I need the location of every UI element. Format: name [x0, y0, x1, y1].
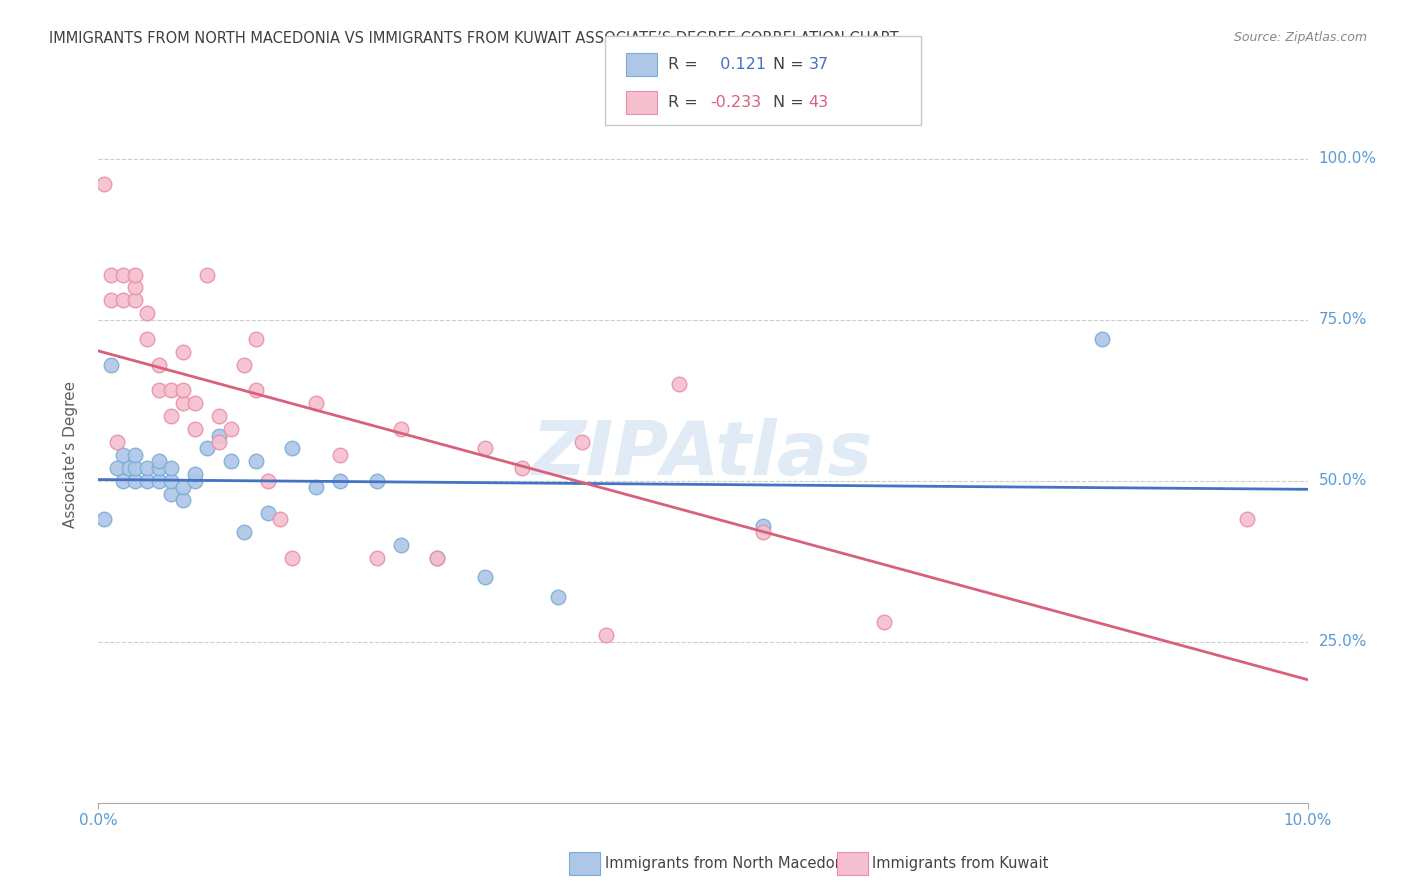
- Point: [148, 358, 170, 372]
- Point: [752, 518, 775, 533]
- Point: [111, 268, 134, 282]
- Text: IMMIGRANTS FROM NORTH MACEDONIA VS IMMIGRANTS FROM KUWAIT ASSOCIATE’S DEGREE COR: IMMIGRANTS FROM NORTH MACEDONIA VS IMMIG…: [49, 31, 898, 46]
- Point: [366, 551, 388, 566]
- Text: Immigrants from North Macedonia: Immigrants from North Macedonia: [605, 856, 856, 871]
- Point: [389, 422, 412, 436]
- Point: [100, 293, 122, 308]
- Point: [281, 551, 304, 566]
- Point: [172, 344, 194, 359]
- Point: [256, 506, 278, 520]
- Point: [100, 358, 122, 372]
- Text: 100.0%: 100.0%: [1319, 151, 1376, 166]
- Point: [208, 435, 231, 450]
- Point: [135, 460, 157, 475]
- Point: [105, 435, 128, 450]
- Point: [160, 409, 183, 424]
- Point: [135, 474, 157, 488]
- Text: 50.0%: 50.0%: [1319, 473, 1367, 488]
- Text: 25.0%: 25.0%: [1319, 634, 1367, 649]
- Point: [329, 448, 352, 462]
- Point: [124, 460, 146, 475]
- Point: [184, 474, 207, 488]
- Point: [305, 480, 328, 494]
- Point: [221, 454, 243, 468]
- Point: [389, 538, 412, 552]
- Y-axis label: Associate’s Degree: Associate’s Degree: [63, 382, 77, 528]
- Point: [195, 442, 218, 456]
- Point: [105, 460, 128, 475]
- Point: [135, 332, 157, 346]
- Point: [184, 467, 207, 482]
- Point: [595, 628, 617, 642]
- Point: [184, 422, 207, 436]
- Point: [111, 474, 134, 488]
- Point: [160, 460, 183, 475]
- Point: [172, 384, 194, 398]
- Point: [148, 454, 170, 468]
- Point: [100, 268, 122, 282]
- Text: ZIPAtlas: ZIPAtlas: [533, 418, 873, 491]
- Point: [1236, 512, 1258, 526]
- Point: [1091, 332, 1114, 346]
- Point: [232, 525, 254, 540]
- Point: [172, 480, 194, 494]
- Point: [426, 551, 449, 566]
- Text: R =: R =: [668, 95, 703, 111]
- Point: [245, 454, 267, 468]
- Text: N =: N =: [773, 57, 810, 71]
- Point: [184, 396, 207, 410]
- Point: [160, 486, 183, 500]
- Point: [195, 268, 218, 282]
- Text: R =: R =: [668, 57, 703, 71]
- Point: [668, 377, 690, 392]
- Point: [124, 474, 146, 488]
- Text: 37: 37: [808, 57, 828, 71]
- Point: [752, 525, 775, 540]
- Point: [510, 460, 533, 475]
- Point: [93, 178, 115, 192]
- Point: [426, 551, 449, 566]
- Text: Source: ZipAtlas.com: Source: ZipAtlas.com: [1233, 31, 1367, 45]
- Point: [474, 442, 496, 456]
- Point: [305, 396, 328, 410]
- Point: [245, 384, 267, 398]
- Point: [232, 358, 254, 372]
- Text: Immigrants from Kuwait: Immigrants from Kuwait: [872, 856, 1047, 871]
- Point: [366, 474, 388, 488]
- Point: [269, 512, 291, 526]
- Point: [148, 384, 170, 398]
- Point: [111, 293, 134, 308]
- Text: 75.0%: 75.0%: [1319, 312, 1367, 327]
- Point: [93, 512, 115, 526]
- Text: 43: 43: [808, 95, 828, 111]
- Text: N =: N =: [773, 95, 810, 111]
- Point: [148, 460, 170, 475]
- Point: [135, 306, 157, 320]
- Point: [547, 590, 569, 604]
- Point: [124, 280, 146, 294]
- Text: -0.233: -0.233: [710, 95, 761, 111]
- Point: [148, 474, 170, 488]
- Point: [118, 460, 141, 475]
- Point: [160, 474, 183, 488]
- Point: [208, 428, 231, 442]
- Point: [160, 384, 183, 398]
- Point: [124, 448, 146, 462]
- Point: [111, 448, 134, 462]
- Point: [124, 268, 146, 282]
- Point: [172, 396, 194, 410]
- Point: [172, 493, 194, 508]
- Point: [329, 474, 352, 488]
- Point: [245, 332, 267, 346]
- Point: [474, 570, 496, 584]
- Point: [124, 293, 146, 308]
- Point: [873, 615, 896, 630]
- Point: [281, 442, 304, 456]
- Text: 0.121: 0.121: [710, 57, 766, 71]
- Point: [256, 474, 278, 488]
- Point: [221, 422, 243, 436]
- Point: [208, 409, 231, 424]
- Point: [571, 435, 593, 450]
